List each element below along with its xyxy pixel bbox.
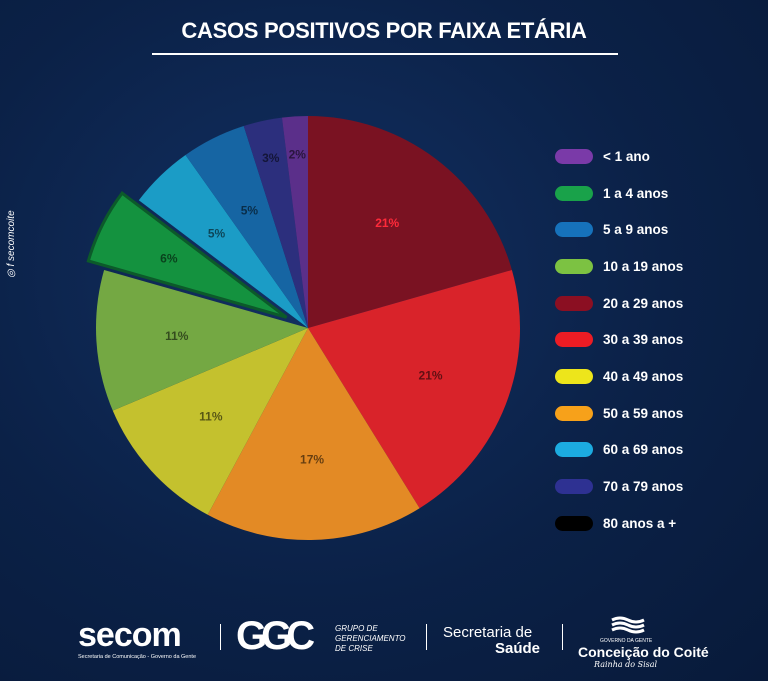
secom-logo: secom: [78, 616, 182, 654]
cc-logo-text: Conceição do Coité: [578, 644, 709, 660]
pie-slice-30-a-39-anos: [308, 269, 520, 509]
legend-item: 40 a 49 anos: [555, 358, 683, 395]
data-label: 2%: [289, 147, 307, 161]
title-divider: [152, 53, 618, 55]
pie-slice-1-a-4-anos: [86, 191, 288, 319]
legend-label: 70 a 79 anos: [603, 479, 684, 495]
flag-icon: [611, 616, 645, 634]
legend-item: 30 a 39 anos: [555, 321, 683, 358]
pie-slice-20-a-29-anos: [308, 116, 512, 328]
legend-swatch: [555, 479, 593, 495]
legend-item: 10 a 19 anos: [555, 248, 683, 285]
legend-item: 50 a 59 anos: [555, 395, 683, 432]
legend-item: 60 a 69 anos: [555, 432, 683, 469]
data-label: 5%: [208, 227, 226, 241]
gcc-line: GRUPO DE: [335, 624, 378, 633]
secom-subtitle: Secretaria de Comunicação - Governo da G…: [78, 654, 197, 660]
legend-label: 80 anos a +: [603, 515, 677, 531]
data-label: 11%: [199, 410, 223, 424]
pie-slice-50-a-59-anos: [207, 328, 420, 541]
pie-slice-60-a-69-anos: [138, 154, 308, 328]
legend-swatch: [555, 295, 593, 311]
pie-slice-70-a-79-anos: [243, 117, 308, 329]
legend-label: 50 a 59 anos: [603, 405, 684, 421]
gcc-line: GERENCIAMENTO: [335, 634, 406, 643]
legend-item: 1 a 4 anos: [555, 175, 683, 212]
legend-swatch: [555, 515, 593, 531]
legend-label: < 1 ano: [603, 148, 650, 164]
legend-swatch: [555, 368, 593, 384]
legend-swatch: [555, 185, 593, 201]
legend-item: < 1 ano: [555, 138, 683, 175]
data-label: 21%: [419, 368, 443, 382]
pie-slice-10-a-19-anos: [95, 269, 308, 411]
data-label: 5%: [241, 203, 259, 217]
gcc-line: DE CRISE: [335, 644, 373, 653]
gcc-logo: GGC: [236, 614, 315, 658]
legend-label: 10 a 19 anos: [603, 258, 684, 274]
data-label: 11%: [165, 329, 189, 343]
cc-gov-text: GOVERNO DA GENTE: [600, 638, 653, 644]
secretaria-text: Secretaria de: [443, 624, 533, 641]
legend: < 1 ano 1 a 4 anos 5 a 9 anos 10 a 19 anos 2…: [555, 138, 683, 542]
legend-label: 40 a 49 anos: [603, 368, 684, 384]
legend-item: 70 a 79 anos: [555, 468, 683, 505]
gcc-text: GRUPO DE GERENCIAMENTO DE CRISE: [335, 624, 406, 654]
legend-label: 20 a 29 anos: [603, 295, 684, 311]
data-label: 3%: [262, 151, 280, 165]
legend-swatch: [555, 442, 593, 458]
legend-swatch: [555, 332, 593, 348]
data-label: 6%: [160, 252, 178, 266]
legend-swatch: [555, 258, 593, 274]
divider: [562, 624, 563, 650]
cc-subtitle: Rainha do Sisal: [594, 660, 658, 669]
legend-label: 1 a 4 anos: [603, 185, 669, 201]
legend-label: 60 a 69 anos: [603, 442, 684, 458]
footer-logos: secom Secretaria de Comunicação - Govern…: [0, 612, 768, 672]
legend-label: 30 a 39 anos: [603, 332, 684, 348]
divider: [426, 624, 427, 650]
legend-swatch: [555, 148, 593, 164]
legend-item: 5 a 9 anos: [555, 211, 683, 248]
data-label: 17%: [300, 452, 324, 466]
legend-label: 5 a 9 anos: [603, 222, 669, 238]
pie-slice-40-a-49-anos: [112, 328, 308, 515]
pie-slice-5-a-9-anos: [185, 125, 308, 329]
legend-swatch: [555, 222, 593, 238]
saude-text: Saúde: [495, 640, 541, 657]
data-label: 21%: [375, 216, 399, 230]
legend-item: 20 a 29 anos: [555, 285, 683, 322]
pie-slice--1-ano: [281, 116, 308, 328]
divider: [220, 624, 221, 650]
chart-title: CASOS POSITIVOS POR FAIXA ETÁRIA: [181, 18, 587, 43]
pie-chart: 21% 21% 17% 11% 11% 6% 5% 5% 3% 2%: [86, 116, 520, 541]
legend-swatch: [555, 405, 593, 421]
legend-item: 80 anos a +: [555, 505, 683, 542]
